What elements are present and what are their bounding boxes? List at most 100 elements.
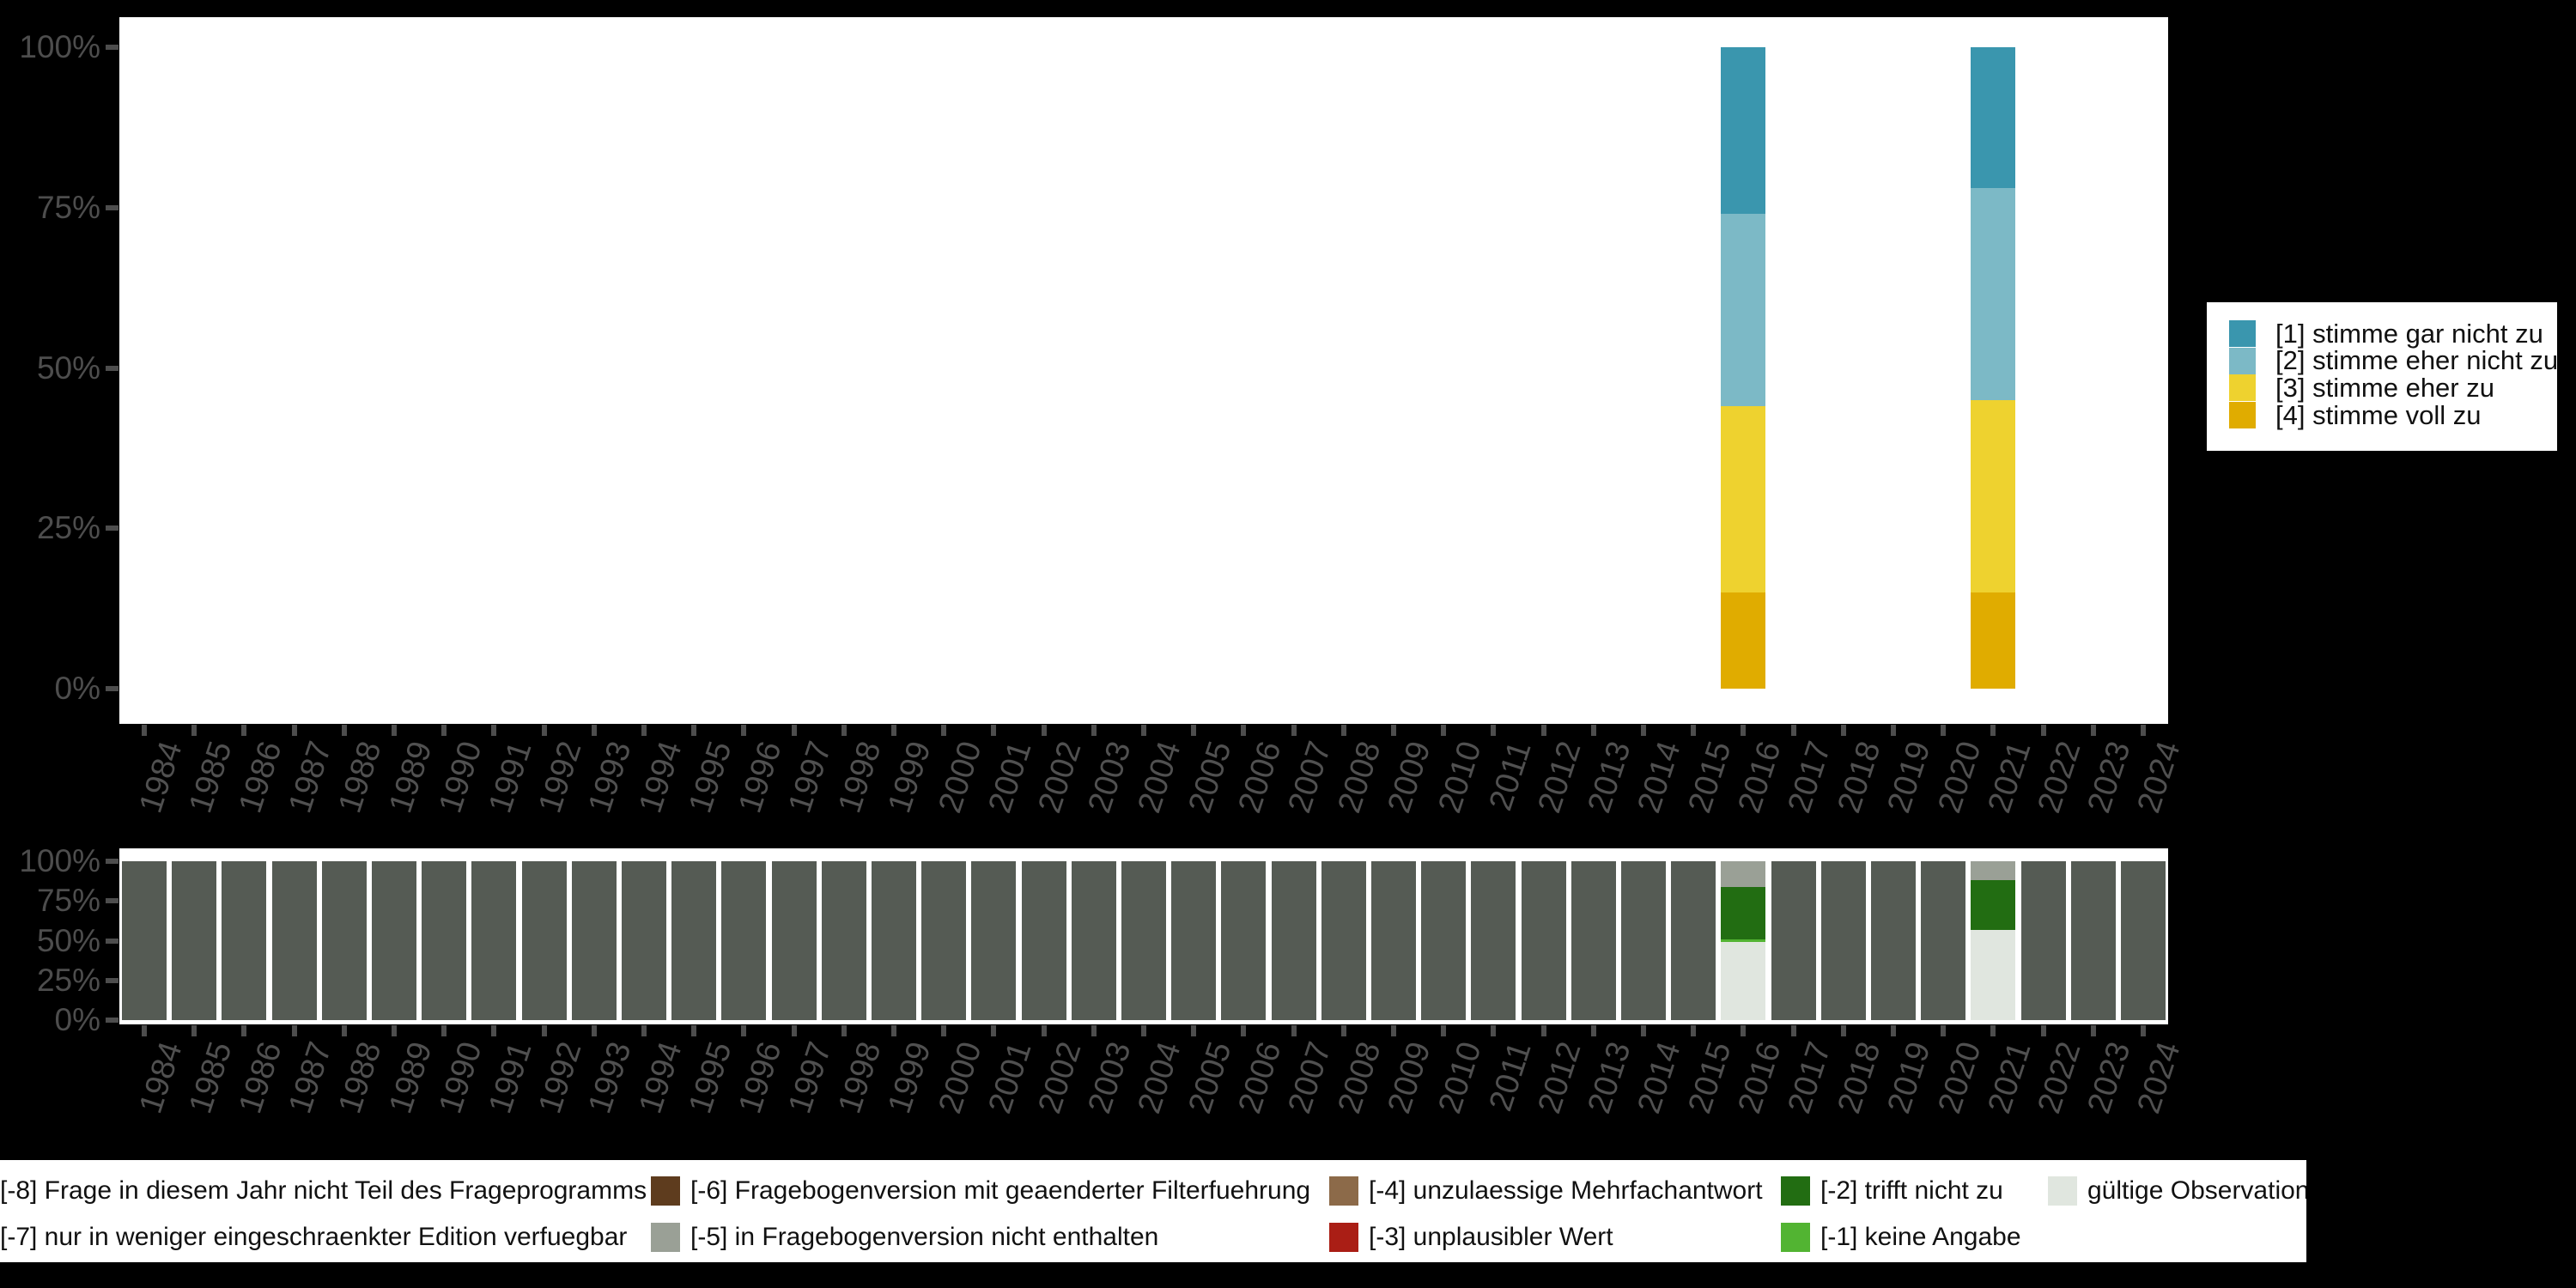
- x-axis-tick: [1241, 725, 1247, 736]
- x-axis-year-label: 1993: [581, 1037, 639, 1118]
- bar-segment: [422, 861, 467, 1020]
- x-axis-tick: [1041, 725, 1047, 736]
- x-axis-year-label: 1986: [232, 1037, 289, 1118]
- x-axis-year-label: 2012: [1531, 1037, 1589, 1118]
- x-axis-year-label: 1989: [382, 737, 440, 817]
- x-axis-year-label: 2005: [1182, 737, 1239, 817]
- bar-segment: [1971, 47, 2016, 189]
- x-axis-year-label: 1985: [182, 1037, 240, 1118]
- x-axis-year-label: 2001: [981, 1037, 1039, 1118]
- bar-2012: [1521, 861, 1566, 1020]
- x-axis-tick: [1141, 1025, 1146, 1036]
- x-axis-tick: [1890, 725, 1896, 736]
- bar-2005: [1171, 861, 1217, 1020]
- bar-segment: [1321, 861, 1366, 1020]
- legend-label: [2] stimme eher nicht zu: [2275, 345, 2557, 376]
- x-axis-year-label: 2017: [1781, 737, 1838, 817]
- y-axis-tick: [106, 859, 118, 864]
- y-axis-label: 100%: [19, 843, 100, 878]
- y-axis-tick: [106, 365, 118, 371]
- bar-segment: [222, 861, 267, 1020]
- x-axis-year-label: 1998: [831, 737, 889, 817]
- bar-segment: [372, 861, 417, 1020]
- x-axis-tick: [691, 725, 697, 736]
- x-axis-tick: [1491, 1025, 1497, 1036]
- bar-segment: [971, 861, 1017, 1020]
- legend-label: gültige Observationen: [2087, 1176, 2306, 1205]
- x-axis-tick: [1941, 725, 1947, 736]
- x-axis-year-label: 2016: [1731, 1037, 1789, 1118]
- x-axis-tick: [1741, 725, 1747, 736]
- bar-2016: [1721, 861, 1766, 1020]
- x-axis-tick: [791, 1025, 797, 1036]
- legend-swatch: [2229, 402, 2256, 429]
- x-axis-tick: [341, 1025, 347, 1036]
- x-axis-tick: [392, 725, 398, 736]
- bar-2021: [1971, 861, 2016, 1020]
- x-axis-tick: [891, 725, 897, 736]
- bar-1998: [821, 861, 866, 1020]
- bar-2024: [2120, 861, 2166, 1020]
- legend-item: [-2] trifft nicht zu: [1781, 1176, 2003, 1206]
- x-axis-year-label: 2020: [1931, 737, 1989, 817]
- legend-label: [4] stimme voll zu: [2275, 399, 2482, 430]
- bar-2015: [1671, 861, 1716, 1020]
- x-axis-tick: [1790, 725, 1796, 736]
- x-axis-year-label: 2019: [1880, 737, 1938, 817]
- x-axis-tick: [1941, 1025, 1947, 1036]
- legend-label: [-7] nur in weniger eingeschraenkter Edi…: [0, 1223, 628, 1251]
- x-axis-tick: [991, 725, 997, 736]
- x-axis-tick: [741, 725, 747, 736]
- x-axis-tick: [2090, 725, 2096, 736]
- x-axis-tick: [1540, 725, 1546, 736]
- bar-2004: [1121, 861, 1166, 1020]
- x-axis-year-label: 1994: [632, 737, 690, 817]
- bar-2020: [1921, 861, 1966, 1020]
- legend-label: [-1] keine Angabe: [1820, 1223, 2021, 1251]
- bar-segment: [2070, 861, 2116, 1020]
- bar-1986: [222, 861, 267, 1020]
- x-axis-year-label: 1991: [482, 737, 539, 817]
- legend-swatch: [1329, 1176, 1358, 1206]
- x-axis-year-label: 1989: [382, 1037, 440, 1118]
- bar-1984: [122, 861, 167, 1020]
- bar-segment: [1271, 861, 1316, 1020]
- legend-swatch: [2229, 374, 2256, 402]
- y-axis-tick: [106, 526, 118, 532]
- x-axis-year-label: 1993: [581, 737, 639, 817]
- x-axis-tick: [241, 725, 247, 736]
- x-axis-year-label: 2024: [2130, 737, 2188, 817]
- x-axis-tick: [1790, 1025, 1796, 1036]
- x-axis-year-label: 2009: [1381, 1037, 1439, 1118]
- x-axis-year-label: 2009: [1381, 737, 1439, 817]
- bar-segment: [1370, 861, 1416, 1020]
- bar-2002: [1021, 861, 1066, 1020]
- legend-swatch: [2048, 1176, 2077, 1206]
- legend-label: [3] stimme eher zu: [2275, 372, 2494, 403]
- bar-segment: [321, 861, 367, 1020]
- x-axis-year-label: 2019: [1880, 1037, 1938, 1118]
- x-axis-year-label: 1995: [682, 1037, 739, 1118]
- x-axis-year-label: 2021: [1981, 1037, 2038, 1118]
- bar-1990: [422, 861, 467, 1020]
- legend-label: [-3] unplausibler Wert: [1369, 1223, 1613, 1251]
- bar-segment: [1721, 592, 1766, 689]
- x-axis-year-label: 2008: [1331, 1037, 1388, 1118]
- x-axis-tick: [1590, 1025, 1596, 1036]
- bar-segment: [1671, 861, 1716, 1020]
- x-axis-tick: [2040, 725, 2046, 736]
- bar-2008: [1321, 861, 1366, 1020]
- x-axis-year-label: 2012: [1531, 737, 1589, 817]
- bar-2019: [1870, 861, 1916, 1020]
- legend-swatch: [1329, 1223, 1358, 1252]
- x-axis-year-label: 2022: [2031, 1037, 2088, 1118]
- bar-segment: [1721, 861, 1766, 887]
- x-axis-tick: [1390, 725, 1396, 736]
- x-axis-year-label: 1994: [632, 1037, 690, 1118]
- bar-2006: [1221, 861, 1267, 1020]
- bar-2007: [1271, 861, 1316, 1020]
- x-axis-tick: [1840, 1025, 1846, 1036]
- bar-1993: [571, 861, 617, 1020]
- bar-2009: [1370, 861, 1416, 1020]
- legend-label: [-6] Fragebogenversion mit geaenderter F…: [690, 1176, 1311, 1205]
